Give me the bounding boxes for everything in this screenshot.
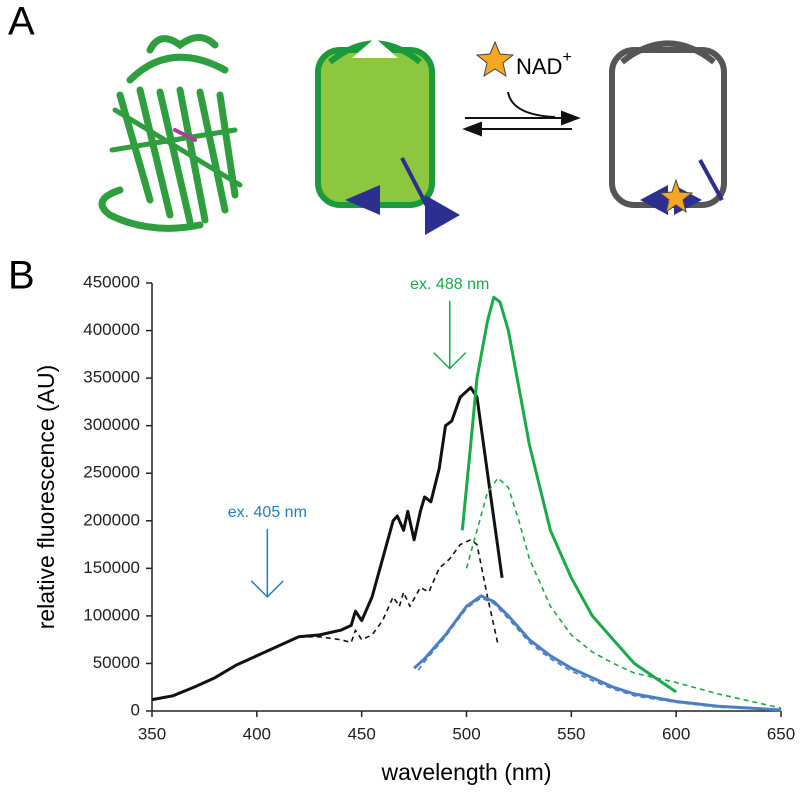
- x-tick-label: 650: [767, 724, 795, 743]
- data-line: [460, 295, 678, 694]
- data-line: [413, 594, 782, 712]
- y-tick-label: 50000: [93, 653, 140, 672]
- x-tick-label: 450: [347, 724, 375, 743]
- y-tick-label: 250000: [83, 463, 140, 482]
- x-tick-label: 350: [138, 724, 166, 743]
- x-tick-label: 600: [662, 724, 690, 743]
- annotation-label: ex. 488 nm: [410, 276, 489, 293]
- sensor-bright: [315, 38, 460, 235]
- ligand-name: NAD: [516, 54, 562, 79]
- y-tick-label: 0: [131, 700, 140, 719]
- equilibrium-arrows: [462, 91, 581, 137]
- y-tick-label: 350000: [83, 368, 140, 387]
- data-line: [298, 539, 499, 645]
- data-line: [465, 477, 782, 709]
- y-tick-label: 400000: [83, 320, 140, 339]
- y-tick-label: 200000: [83, 510, 140, 529]
- nad-star: [475, 40, 515, 78]
- sensor-dim: [609, 40, 727, 215]
- x-axis-label: wavelength (nm): [380, 759, 551, 785]
- panel-label: B: [8, 254, 35, 298]
- data-line: [417, 597, 782, 711]
- protein-structure: [98, 34, 243, 232]
- chart: 0 50000 100000 150000 200000 250000 300000 3500…: [33, 272, 795, 785]
- y-tick-label: 450000: [83, 272, 140, 291]
- x-tick-label: 400: [243, 724, 271, 743]
- x-tick-label: 550: [557, 724, 585, 743]
- annotation-arrow: [433, 300, 467, 370]
- ligand-charge: +: [562, 49, 571, 66]
- y-tick-label: 300000: [83, 415, 140, 434]
- data-line: [151, 386, 504, 702]
- y-tick-label: 150000: [83, 558, 140, 577]
- annotation-label: ex. 405 nm: [228, 504, 307, 521]
- x-tick-label: 500: [452, 724, 480, 743]
- ligand-label: NAD+: [516, 49, 572, 79]
- annotation-arrow: [250, 528, 284, 598]
- y-axis-label: relative fluorescence (AU): [33, 365, 59, 630]
- y-tick-label: 100000: [83, 605, 140, 624]
- panel-label: A: [8, 0, 35, 44]
